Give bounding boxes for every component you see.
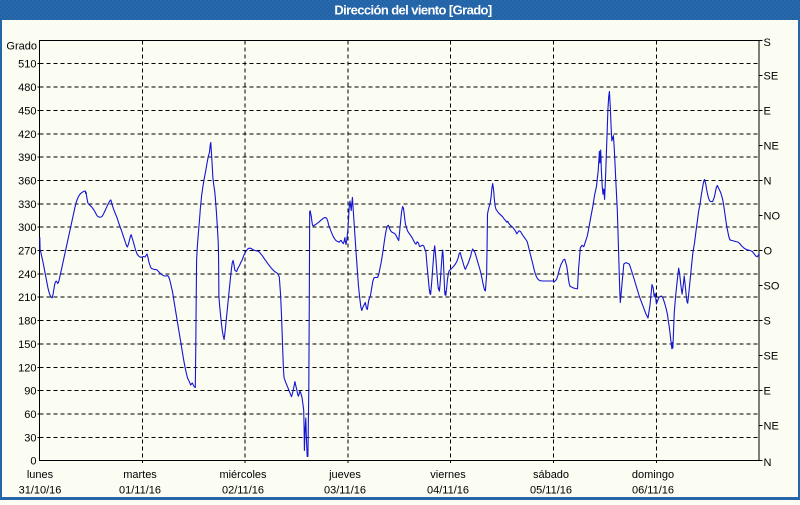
svg-text:jueves: jueves	[328, 469, 361, 481]
svg-text:150: 150	[18, 339, 36, 351]
svg-text:30: 30	[24, 432, 36, 444]
svg-text:lunes: lunes	[27, 469, 54, 481]
svg-text:N: N	[764, 457, 772, 469]
svg-text:E: E	[764, 105, 771, 117]
svg-text:270: 270	[18, 246, 36, 258]
svg-text:miércoles: miércoles	[219, 469, 267, 481]
svg-text:01/11/16: 01/11/16	[119, 485, 161, 497]
svg-text:SO: SO	[764, 281, 780, 293]
svg-text:martes: martes	[123, 469, 157, 481]
svg-text:Grado: Grado	[6, 41, 37, 53]
svg-text:300: 300	[18, 222, 36, 234]
svg-text:N: N	[764, 176, 772, 188]
svg-text:420: 420	[18, 129, 36, 141]
svg-text:domingo: domingo	[632, 469, 674, 481]
svg-text:02/11/16: 02/11/16	[222, 485, 264, 497]
svg-text:NE: NE	[764, 421, 779, 433]
svg-text:510: 510	[18, 59, 36, 71]
svg-text:60: 60	[24, 409, 36, 421]
svg-text:S: S	[764, 37, 771, 49]
svg-text:240: 240	[18, 269, 36, 281]
svg-text:04/11/16: 04/11/16	[427, 485, 469, 497]
svg-text:210: 210	[18, 292, 36, 304]
svg-text:05/11/16: 05/11/16	[530, 485, 572, 497]
svg-text:sábado: sábado	[533, 469, 569, 481]
svg-text:E: E	[764, 386, 771, 398]
svg-text:SE: SE	[764, 351, 779, 363]
svg-text:180: 180	[18, 316, 36, 328]
svg-text:Dirección del viento [Grado]: Dirección del viento [Grado]	[334, 3, 492, 18]
svg-text:120: 120	[18, 362, 36, 374]
svg-text:480: 480	[18, 82, 36, 94]
svg-text:S: S	[764, 316, 771, 328]
svg-text:330: 330	[18, 199, 36, 211]
svg-text:360: 360	[18, 176, 36, 188]
svg-text:SE: SE	[764, 70, 779, 82]
svg-text:31/10/16: 31/10/16	[19, 485, 62, 497]
svg-text:90: 90	[24, 386, 36, 398]
svg-text:NE: NE	[764, 141, 779, 153]
svg-text:0: 0	[30, 456, 36, 468]
svg-text:O: O	[764, 246, 773, 258]
svg-text:390: 390	[18, 152, 36, 164]
svg-text:viernes: viernes	[430, 469, 466, 481]
svg-text:06/11/16: 06/11/16	[632, 485, 674, 497]
svg-text:450: 450	[18, 105, 36, 117]
svg-text:NO: NO	[764, 211, 781, 223]
svg-text:03/11/16: 03/11/16	[324, 485, 366, 497]
